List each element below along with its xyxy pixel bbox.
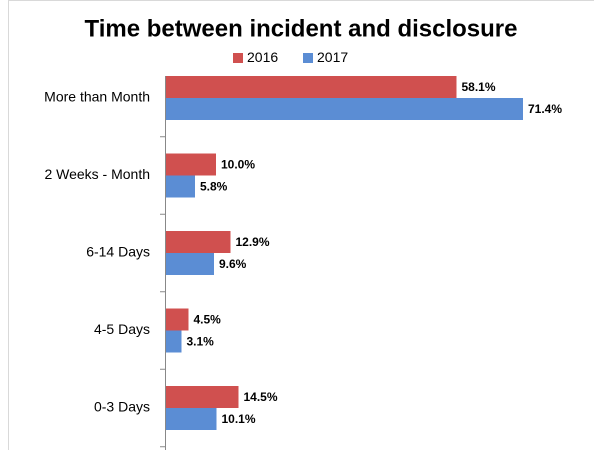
bar [166, 76, 457, 98]
value-label: 4.5% [194, 313, 222, 327]
category-label: 2 Weeks - Month [44, 166, 150, 182]
category-label: More than Month [44, 89, 150, 105]
value-label: 10.0% [221, 158, 255, 172]
value-label: 10.1% [222, 412, 256, 426]
legend-label: 2016 [247, 49, 278, 65]
value-label: 14.5% [244, 390, 278, 404]
value-label: 12.9% [236, 235, 270, 249]
bar [166, 98, 523, 120]
value-label: 58.1% [462, 80, 496, 94]
category-label: 0-3 Days [94, 399, 150, 415]
value-label: 9.6% [219, 257, 247, 271]
category-label: 4-5 Days [94, 321, 150, 337]
bar [166, 175, 195, 198]
bar [166, 231, 231, 253]
bar [166, 153, 216, 176]
bar [166, 308, 189, 331]
chart-title: Time between incident and disclosure [85, 15, 518, 42]
value-label: 3.1% [187, 335, 215, 349]
bar [166, 386, 239, 408]
bar [166, 253, 214, 275]
chart-border [8, 0, 594, 450]
bar [166, 330, 182, 353]
legend-swatch [303, 53, 313, 63]
legend-swatch [233, 53, 243, 63]
value-label: 71.4% [528, 102, 562, 116]
category-label: 6-14 Days [86, 244, 150, 260]
bar [166, 408, 217, 430]
value-label: 5.8% [200, 180, 228, 194]
legend-label: 2017 [317, 49, 348, 65]
